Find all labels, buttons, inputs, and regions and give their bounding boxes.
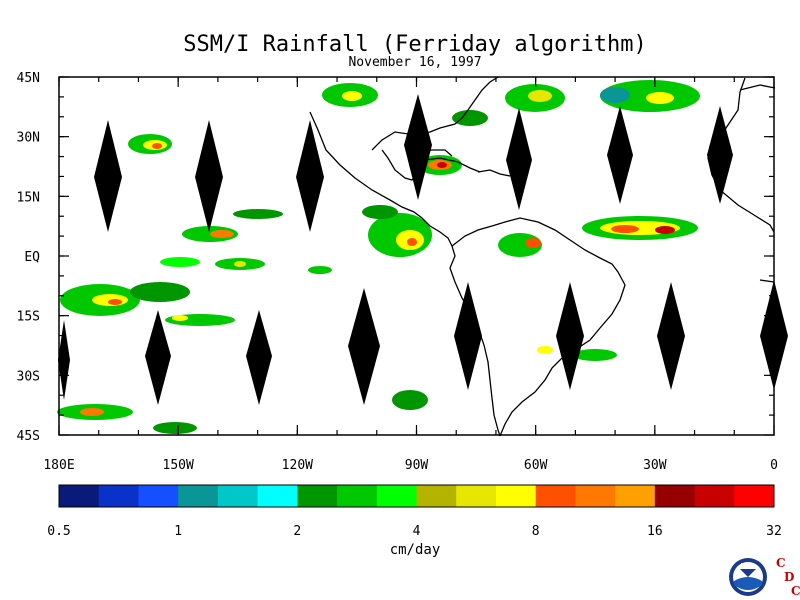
colorbar-frame xyxy=(58,484,775,508)
colorbar-label: 4 xyxy=(412,524,421,539)
noaa-cdc-logo: NOAA C D C xyxy=(729,556,800,598)
tick-marks xyxy=(58,76,775,436)
swath-gaps xyxy=(58,94,788,405)
lon-label: 150W xyxy=(163,458,194,473)
lon-label: 120W xyxy=(282,458,313,473)
colorbar-label: 1 xyxy=(174,524,183,539)
colorbar-label: 8 xyxy=(531,524,540,539)
lon-label: 90W xyxy=(405,458,429,473)
colorbar-swatch xyxy=(59,485,100,507)
lat-label: 15S xyxy=(17,310,40,325)
longitude-labels: 180E 150W 120W 90W 60W 30W 0 xyxy=(43,458,778,473)
colorbar-label: 0.5 xyxy=(47,524,71,539)
cdc-letter-2: D xyxy=(784,570,794,584)
colorbar-swatch xyxy=(575,485,616,507)
colorbar-swatch xyxy=(178,485,219,507)
lat-label: EQ xyxy=(24,250,40,265)
colorbar-swatch xyxy=(694,485,735,507)
coastlines xyxy=(309,76,776,437)
lat-label: 30N xyxy=(17,131,40,146)
colorbar-swatch xyxy=(416,485,457,507)
lon-label: 60W xyxy=(524,458,548,473)
colorbar-label: 32 xyxy=(766,524,782,539)
map-date: November 16, 1997 xyxy=(348,55,482,70)
cdc-letter-3: C xyxy=(791,584,800,598)
colorbar-swatch xyxy=(98,485,139,507)
colorbar xyxy=(58,484,775,508)
colorbar-swatch xyxy=(615,485,656,507)
colorbar-swatch xyxy=(495,485,537,507)
cdc-letter-1: C xyxy=(776,556,786,570)
colorbar-label: 2 xyxy=(293,524,302,539)
colorbar-swatch xyxy=(376,485,417,507)
lat-label: 45N xyxy=(17,71,40,86)
colorbar-swatch xyxy=(535,485,576,507)
lon-label: 30W xyxy=(643,458,667,473)
rain-patches xyxy=(57,80,700,434)
colorbar-label: 16 xyxy=(647,524,663,539)
map-title: SSM/I Rainfall (Ferriday algorithm) xyxy=(183,32,647,57)
colorbar-swatch xyxy=(217,485,259,507)
lon-label: 0 xyxy=(770,458,778,473)
lat-label: 30S xyxy=(17,369,40,384)
colorbar-swatch xyxy=(138,485,179,507)
colorbar-swatch xyxy=(257,485,298,507)
colorbar-units: cm/day xyxy=(389,542,441,558)
colorbar-swatch xyxy=(456,485,497,507)
latitude-labels: 45N 30N 15N EQ 15S 30S 45S xyxy=(17,71,41,444)
colorbar-swatch xyxy=(734,485,775,507)
colorbar-swatch xyxy=(654,485,696,507)
lat-label: 45S xyxy=(17,429,40,444)
lon-label: 180E xyxy=(43,458,74,473)
noaa-emblem-text: NOAA xyxy=(741,563,756,569)
lat-label: 15N xyxy=(17,190,40,205)
colorbar-swatch xyxy=(337,485,378,507)
colorbar-swatch xyxy=(297,485,338,507)
